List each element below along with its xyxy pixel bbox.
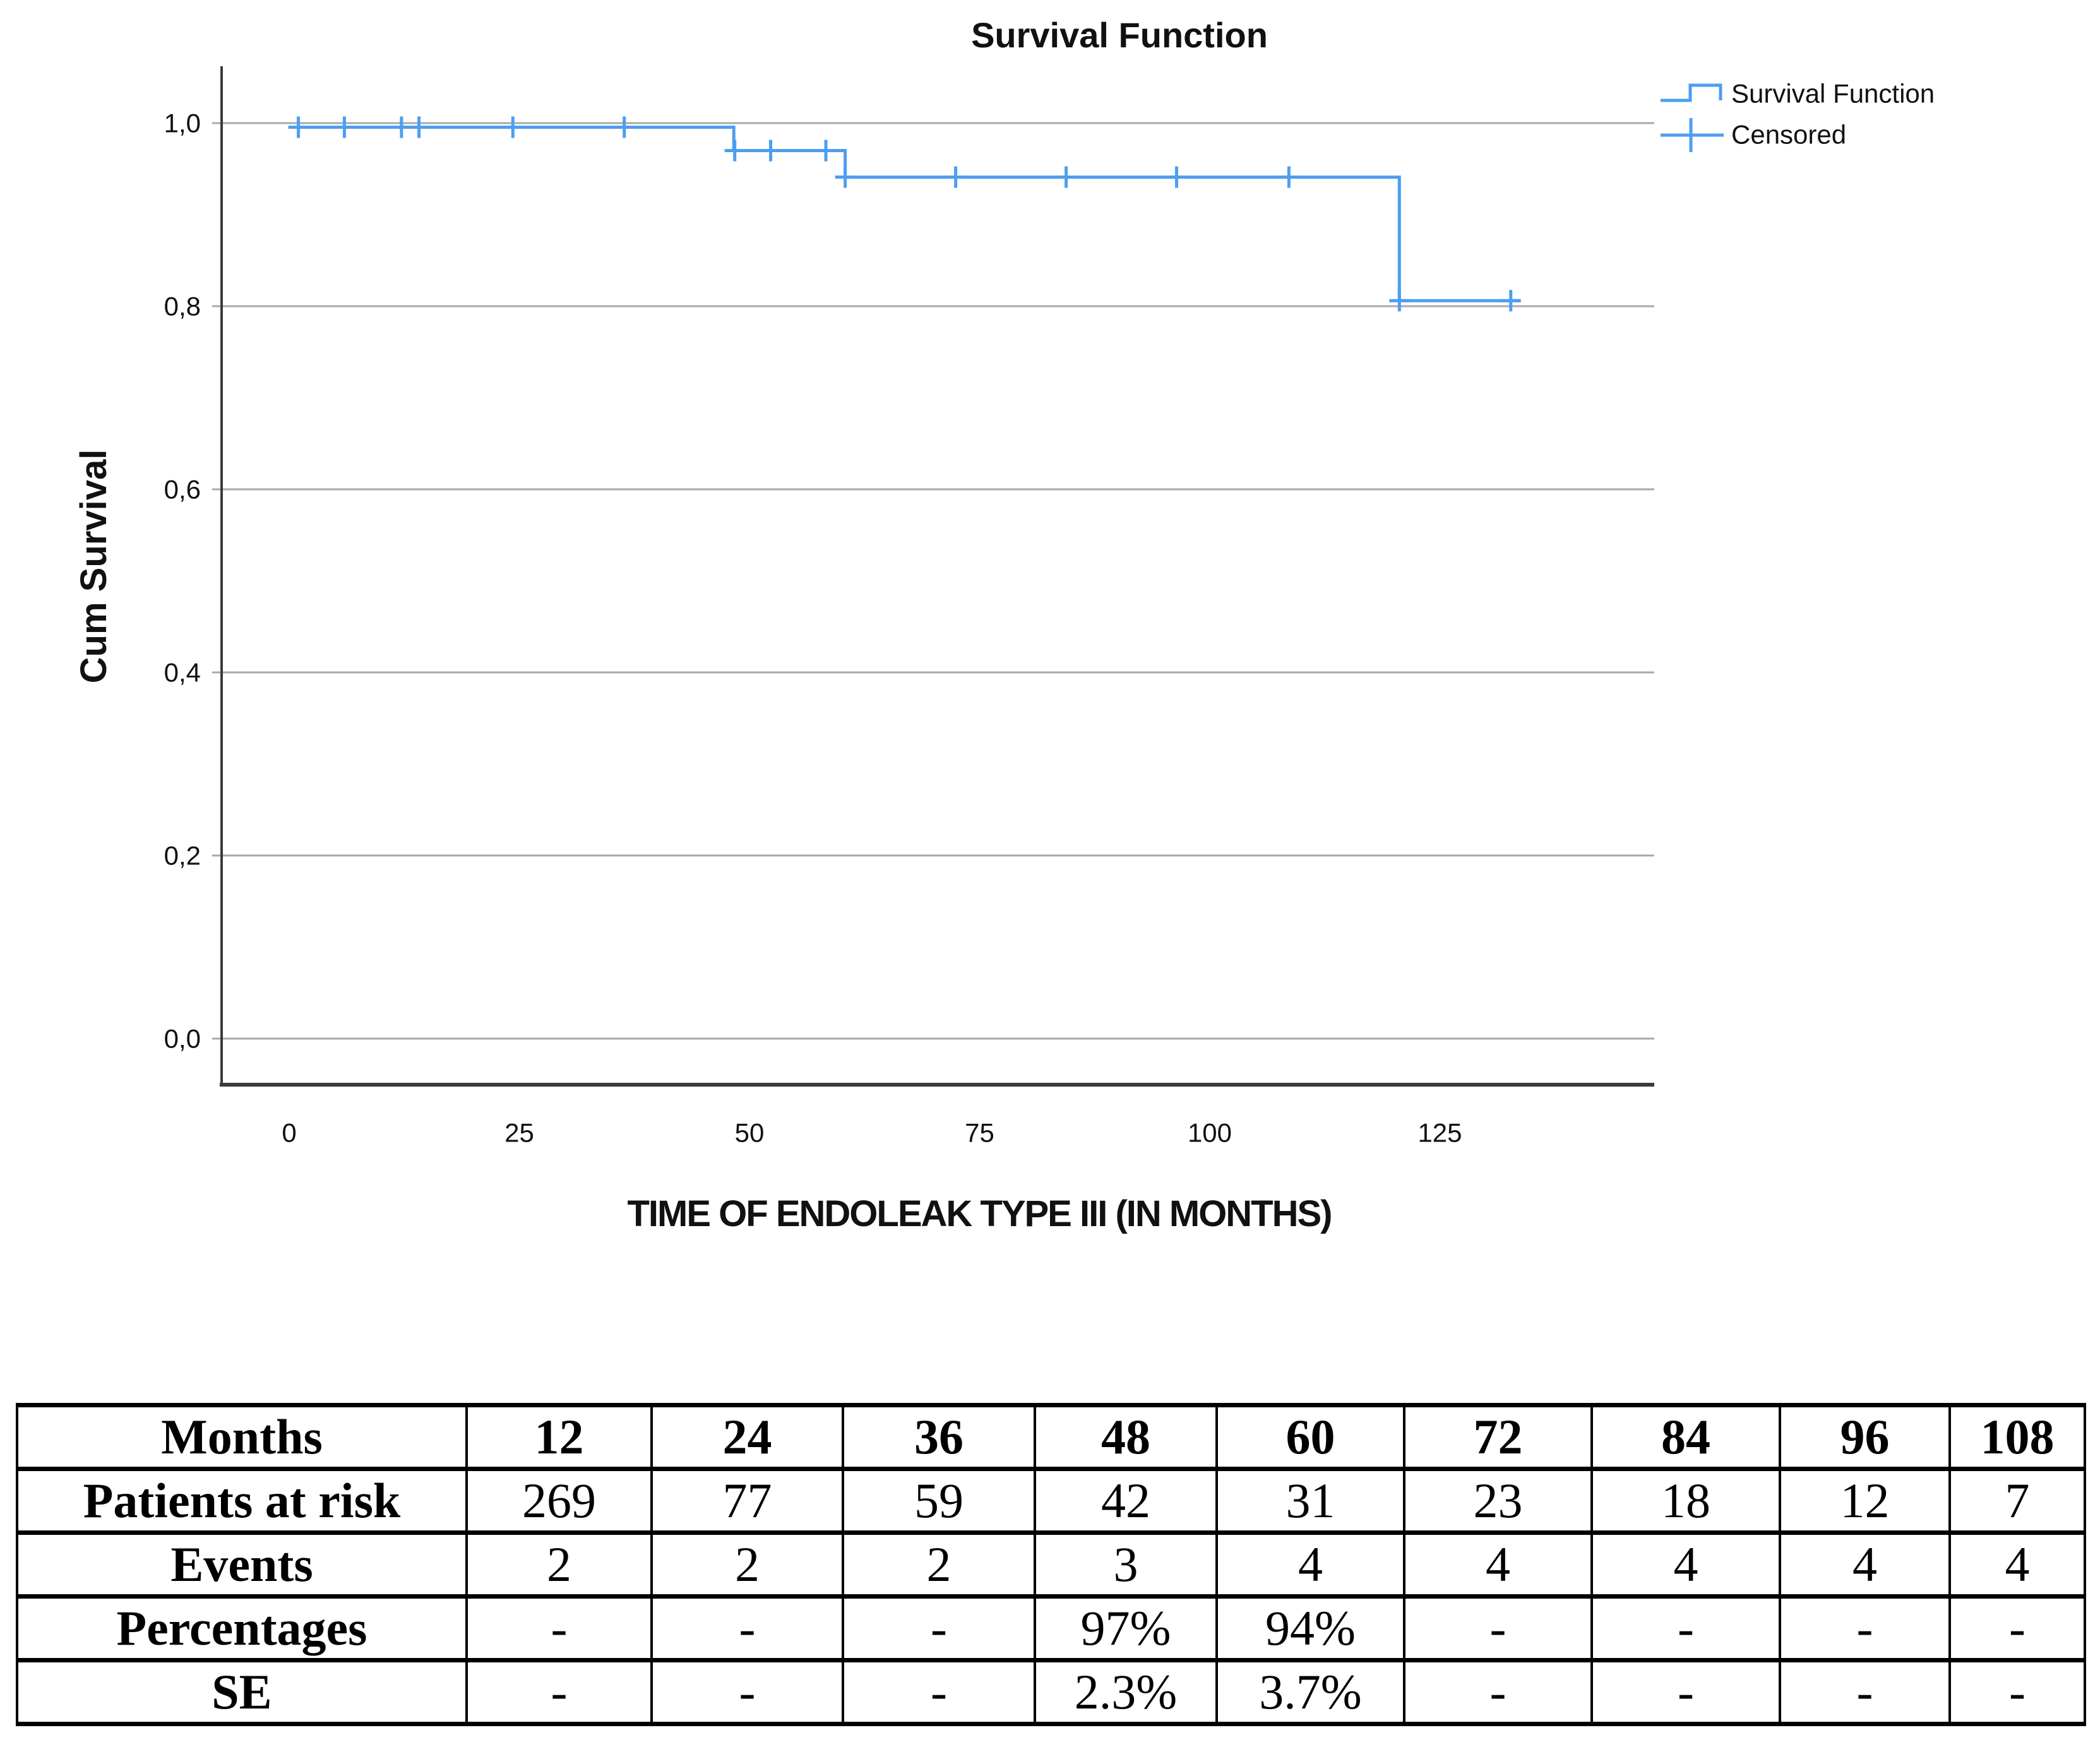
table-row-patients-at-risk: Patients at risk 269 77 59 42 31 23 18 12 7 (16, 1467, 2086, 1535)
y-tick-label: 1,0 (164, 109, 201, 138)
month-header-cell: 96 (1779, 1403, 1951, 1471)
censored-mark (816, 140, 837, 162)
table-row-percentages: Percentages - - -97% 94% - - - - (16, 1594, 2086, 1662)
value-cell: - (842, 1658, 1036, 1726)
value-cell: 31 (1215, 1467, 1405, 1535)
value-cell: - (650, 1594, 844, 1662)
month-header-cell: 36 (842, 1403, 1036, 1471)
x-tick-label: 0 (282, 1118, 296, 1147)
value-cell: - (1948, 1594, 2086, 1662)
value-cell: 77 (650, 1467, 844, 1535)
row-label: Events (16, 1530, 468, 1599)
month-header-cell: 72 (1403, 1403, 1593, 1471)
y-tick-label: 0,0 (164, 1024, 201, 1054)
month-header-cell: 108 (1948, 1403, 2086, 1471)
censored-mark (1166, 166, 1187, 188)
value-cell: 94% (1215, 1594, 1405, 1662)
censored-mark (503, 116, 523, 138)
value-cell: 42 (1034, 1467, 1218, 1535)
value-cell: - (650, 1658, 844, 1726)
y-tick-label: 0,6 (164, 475, 201, 504)
value-cell: - (1590, 1594, 1781, 1662)
month-header-cell: 12 (465, 1403, 653, 1471)
value-cell: 18 (1590, 1467, 1781, 1535)
value-cell: 97% (1034, 1594, 1218, 1662)
value-cell: 12 (1779, 1467, 1951, 1535)
value-cell: 2 (842, 1530, 1036, 1599)
value-cell: 23 (1403, 1467, 1593, 1535)
value-cell: - (1779, 1658, 1951, 1726)
y-tick-label: 0,2 (164, 841, 201, 871)
table-row-events: Events 2 2 2 3 4 4 4 4 4 (16, 1530, 2086, 1599)
x-tick-label: 125 (1417, 1118, 1462, 1147)
censored-mark (835, 166, 856, 188)
x-tick-label: 25 (504, 1118, 534, 1147)
month-header-cell: 84 (1590, 1403, 1781, 1471)
censored-mark (614, 116, 635, 138)
table-row-months: Months 12 24 36 48 60 72 84 96 108 (16, 1403, 2086, 1471)
legend-survival-step-icon (1661, 83, 1722, 102)
censored-mark (1500, 290, 1521, 312)
censored-mark (760, 140, 781, 162)
chart-title: Survival Function (971, 15, 1268, 55)
value-cell: - (1403, 1594, 1593, 1662)
row-label: Patients at risk (16, 1467, 468, 1535)
value-cell: 3 (1034, 1530, 1218, 1599)
value-cell: - (465, 1658, 653, 1726)
value-cell: 4 (1403, 1530, 1593, 1599)
row-label: SE (16, 1658, 468, 1726)
value-cell: 2 (650, 1530, 844, 1599)
value-cell: - (1948, 1658, 2086, 1726)
value-cell: 4 (1779, 1530, 1951, 1599)
censored-mark (945, 166, 966, 188)
legend-censored-plus-icon (1661, 118, 1724, 152)
legend-survival-label: Survival Function (1731, 79, 1935, 109)
month-header-cell: 60 (1215, 1403, 1405, 1471)
survival-step-line (289, 126, 1520, 302)
censored-mark (1279, 166, 1299, 188)
censored-mark (1056, 166, 1077, 188)
value-cell: 269 (465, 1467, 653, 1535)
survival-chart: 1,0 0,8 0,6 0,4 0,2 0,0 0 25 50 75 100 125 Survival … (73, 15, 1935, 1234)
y-axis-title: Cum Survival (73, 450, 114, 684)
value-cell: 4 (1948, 1530, 2086, 1599)
row-label: Months (16, 1403, 468, 1471)
value-cell: 7 (1948, 1467, 2086, 1535)
legend-censored-label: Censored (1731, 120, 1846, 150)
table-row-se: SE - - -2.3% 3.7% - - - - (16, 1658, 2086, 1726)
censored-mark (1389, 290, 1410, 312)
value-cell: 4 (1590, 1530, 1781, 1599)
censored-mark (334, 116, 355, 138)
censored-mark (724, 140, 745, 162)
value-cell: 59 (842, 1467, 1036, 1535)
censored-mark (288, 116, 309, 138)
value-cell: 2.3% (1034, 1658, 1218, 1726)
value-cell: - (1403, 1658, 1593, 1726)
value-cell: - (842, 1594, 1036, 1662)
y-tick-label: 0,8 (164, 292, 201, 321)
x-tick-label: 100 (1188, 1118, 1232, 1147)
x-tick-label: 75 (965, 1118, 994, 1147)
x-tick-label: 50 (735, 1118, 765, 1147)
censored-mark (409, 116, 429, 138)
y-tick-label: 0,4 (164, 658, 201, 688)
value-cell: 4 (1215, 1530, 1405, 1599)
x-axis-title: TIME OF ENDOLEAK TYPE III (IN MONTHS) (628, 1193, 1332, 1234)
censored-mark (391, 116, 412, 138)
value-cell: - (1590, 1658, 1781, 1726)
value-cell: - (1779, 1594, 1951, 1662)
patients-at-risk-table: Months 12 24 36 48 60 72 84 96 108 Patients at ris… (16, 1403, 2086, 1726)
value-cell: 2 (465, 1530, 653, 1599)
row-label: Percentages (16, 1594, 468, 1662)
month-header-cell: 48 (1034, 1403, 1218, 1471)
value-cell: 3.7% (1215, 1658, 1405, 1726)
value-cell: - (465, 1594, 653, 1662)
month-header-cell: 24 (650, 1403, 844, 1471)
